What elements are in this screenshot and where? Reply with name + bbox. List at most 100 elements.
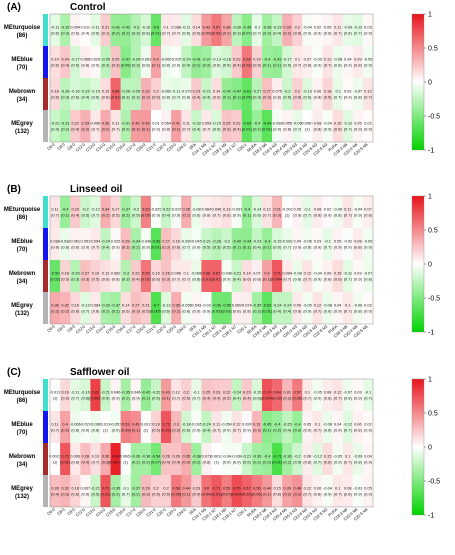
cell-pvalue-label: (0.01) <box>60 460 71 465</box>
heatmap-cell <box>110 292 121 324</box>
cell-correlation-label: 0.013 <box>101 422 111 427</box>
cell-pvalue-label: (0.9) <box>303 309 312 314</box>
cell-pvalue-label: (0.9) <box>192 245 201 250</box>
heatmap-cell <box>171 443 182 475</box>
cell-pvalue-label: (0.2) <box>122 127 131 132</box>
heatmap-cell <box>110 475 121 507</box>
cell-pvalue-label: (0.7) <box>313 460 322 465</box>
heatmap-cell <box>130 292 142 324</box>
cell-correlation-label: 0.046 <box>111 390 121 395</box>
heatmap-cell <box>161 196 172 228</box>
cell-correlation-label: 0.6 <box>204 486 209 491</box>
cell-pvalue-label: (0.9) <box>273 127 282 132</box>
heatmap-cell <box>221 196 232 228</box>
cell-pvalue-label: (0.3) <box>81 277 90 282</box>
heatmap-cell <box>150 78 162 110</box>
cell-correlation-label: -0.36 <box>131 454 140 459</box>
cell-correlation-label: 0.12 <box>304 486 312 491</box>
cell-correlation-label: 0.1 <box>184 271 189 276</box>
cell-pvalue-label: (0.9) <box>233 213 242 218</box>
cell-pvalue-label: (0.5) <box>202 245 211 250</box>
heatmap-cell <box>292 260 303 292</box>
heatmap-cell <box>282 110 293 142</box>
colorbar-tick-label: 0 <box>428 445 432 452</box>
cell-pvalue-label: (0.7) <box>324 63 333 68</box>
cell-correlation-label: -0.24 <box>283 303 293 308</box>
heatmap-cell <box>191 475 202 507</box>
cell-correlation-label: 0.38 <box>223 25 231 30</box>
heatmap-cell <box>50 196 61 228</box>
cell-correlation-label: 0.53 <box>142 207 150 212</box>
cell-pvalue-label: (0.7) <box>344 309 353 314</box>
cell-pvalue-label: (0.3) <box>253 428 262 433</box>
heatmap-cell <box>50 78 61 110</box>
row-label-module: Mebrown <box>9 271 36 277</box>
cell-correlation-label: -0.14 <box>252 207 262 212</box>
cell-correlation-label: 0.043 <box>191 303 201 308</box>
cell-correlation-label: 0.08 <box>304 454 312 459</box>
heatmap-cell <box>90 110 101 142</box>
cell-correlation-label: 0.15 <box>102 89 110 94</box>
cell-pvalue-label: (0.8) <box>324 396 333 401</box>
cell-pvalue-label: (0.2) <box>293 428 302 433</box>
cell-correlation-label: 0.05 <box>334 239 342 244</box>
cell-correlation-label: 0.16 <box>71 303 79 308</box>
cell-correlation-label: 0.23 <box>71 207 79 212</box>
column-label: C12:0 <box>75 506 87 517</box>
heatmap-cell <box>110 411 121 443</box>
cell-pvalue-label: (0.9) <box>303 31 312 36</box>
cell-correlation-label: 0.16 <box>61 390 69 395</box>
cell-pvalue-label: (0.6) <box>51 31 60 36</box>
cell-pvalue-label: (0.4) <box>71 213 80 218</box>
cell-correlation-label: -0.061 <box>140 57 151 62</box>
cell-correlation-label: 0.071 <box>202 454 212 459</box>
cell-pvalue-label: (0.5) <box>293 95 302 100</box>
cell-correlation-label: 0.075 <box>272 89 282 94</box>
cell-correlation-label: 0.23 <box>213 390 221 395</box>
cell-pvalue-label: (0.9) <box>293 245 302 250</box>
cell-pvalue-label: (0.6) <box>71 492 80 497</box>
column-label: C13:0 <box>85 506 97 517</box>
cell-pvalue-label: (0.8) <box>182 95 191 100</box>
cell-correlation-label: -0.36 <box>252 454 261 459</box>
cell-correlation-label: 0.037 <box>80 486 90 491</box>
column-label: C21:0 <box>145 506 157 517</box>
module-color-strip-grey <box>43 475 48 507</box>
heatmap-cell <box>80 443 91 475</box>
heatmap-cell <box>322 14 333 46</box>
cell-pvalue-label: (0.4) <box>192 95 201 100</box>
cell-pvalue-label: (0.5) <box>61 277 70 282</box>
heatmap-cell <box>171 475 182 507</box>
cell-pvalue-label: (0.7) <box>334 396 343 401</box>
cell-pvalue-label: (0.7) <box>334 492 343 497</box>
cell-pvalue-label: (0.8) <box>162 127 171 132</box>
cell-pvalue-label: (0.0001) <box>108 460 123 465</box>
cell-correlation-label: -0.18 <box>182 422 191 427</box>
cell-correlation-label: 0.04 <box>334 303 342 308</box>
cell-pvalue-label: (0.9) <box>313 245 322 250</box>
heatmap-cell <box>221 292 232 324</box>
cell-pvalue-label: (0.9) <box>81 245 90 250</box>
cell-correlation-label: 0.43 <box>162 390 170 395</box>
cell-pvalue-label: (0.02) <box>211 31 222 36</box>
cell-correlation-label: 0.34 <box>102 207 110 212</box>
cell-pvalue-label: (0.8) <box>324 31 333 36</box>
cell-pvalue-label: (0.6) <box>61 396 70 401</box>
cell-pvalue-label: (0.8) <box>162 95 171 100</box>
cell-correlation-label: -0.37 <box>111 303 120 308</box>
cell-correlation-label: 0.08 <box>324 390 332 395</box>
heatmap-cell <box>60 110 71 142</box>
row-label-count: (86) <box>17 215 28 221</box>
cell-correlation-label: 0.81 <box>92 390 100 395</box>
cell-correlation-label: 0.12 <box>334 390 342 395</box>
cell-pvalue-label: (0.2) <box>192 460 201 465</box>
cell-pvalue-label: (0.07) <box>151 460 162 465</box>
cell-pvalue-label: (0.1) <box>273 63 282 68</box>
cell-correlation-label: 0.029 <box>91 57 101 62</box>
cell-pvalue-label: (0.8) <box>61 245 70 250</box>
cell-correlation-label: 0.026 <box>111 239 121 244</box>
heatmap-cell <box>261 196 273 228</box>
cell-correlation-label: -0.12 <box>313 454 322 459</box>
cell-correlation-label: -0.21 <box>202 239 211 244</box>
cell-correlation-label: 0.72 <box>162 422 170 427</box>
